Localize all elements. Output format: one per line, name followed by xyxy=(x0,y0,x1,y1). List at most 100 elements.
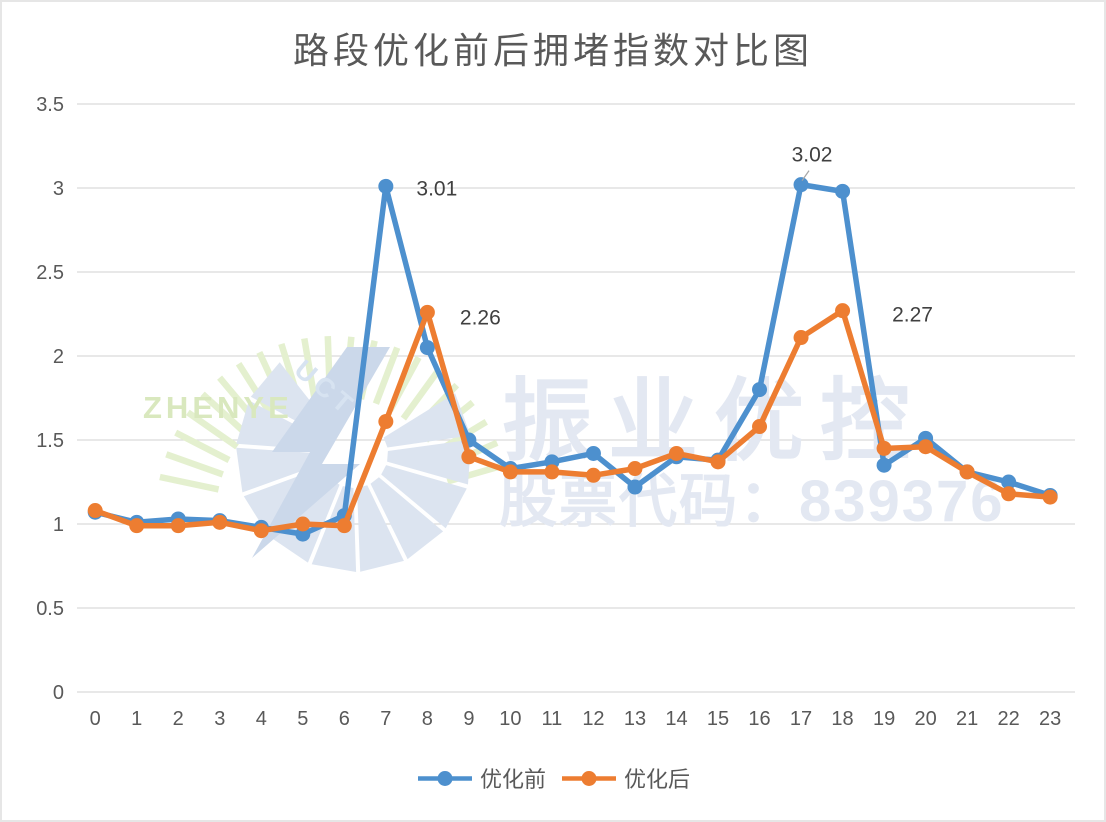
legend-item-after: 优化后 xyxy=(560,762,690,794)
x-tick-label: 22 xyxy=(998,708,1020,730)
x-tick-label: 10 xyxy=(499,708,521,730)
y-tick-label: 2.5 xyxy=(36,262,64,284)
watermark-green-ray xyxy=(174,429,231,463)
data-point xyxy=(627,461,643,477)
data-point xyxy=(959,464,975,480)
x-tick-label: 0 xyxy=(90,708,101,730)
data-point xyxy=(295,516,311,532)
data-point xyxy=(419,304,435,320)
data-point xyxy=(544,464,560,480)
data-point xyxy=(793,330,809,346)
x-tick-label: 11 xyxy=(542,708,563,730)
data-point xyxy=(752,419,768,435)
legend-label-before: 优化前 xyxy=(479,767,546,792)
x-tick-label: 17 xyxy=(790,708,812,730)
data-label: 3.01 xyxy=(416,177,457,200)
data-point xyxy=(129,518,145,534)
x-tick-label: 4 xyxy=(256,708,267,730)
watermark-green-ray xyxy=(165,451,224,478)
watermark-green-ray xyxy=(235,361,274,417)
data-point xyxy=(419,340,435,356)
x-tick-label: 20 xyxy=(914,708,936,730)
x-tick-label: 6 xyxy=(339,708,350,730)
data-point xyxy=(793,177,809,193)
watermark-green-ray xyxy=(301,337,318,399)
data-point xyxy=(212,514,228,530)
x-tick-label: 21 xyxy=(956,708,978,730)
data-point xyxy=(918,439,934,455)
x-tick-label: 2 xyxy=(173,708,184,730)
x-tick-label: 5 xyxy=(297,708,308,730)
x-tick-label: 3 xyxy=(214,708,225,730)
watermark-lightning-bolt xyxy=(252,347,390,558)
x-tick-label: 12 xyxy=(582,708,604,730)
watermark-green-ray xyxy=(185,409,239,450)
y-tick-label: 3 xyxy=(53,178,64,200)
data-point xyxy=(585,467,601,483)
data-label: 3.02 xyxy=(792,144,833,167)
x-tick-label: 7 xyxy=(380,708,391,730)
watermark-green-ray xyxy=(372,346,401,405)
data-label: 2.27 xyxy=(892,304,933,327)
watermark-stock-code: 股票代码：839376 xyxy=(499,469,1005,534)
x-tick-label: 14 xyxy=(665,708,687,730)
label-leader-line xyxy=(801,170,810,181)
x-tick-label: 8 xyxy=(422,708,433,730)
watermark-fan-blade xyxy=(357,485,404,572)
watermark-fan-blade xyxy=(387,439,472,485)
y-tick-label: 1 xyxy=(53,514,64,536)
data-point xyxy=(876,440,892,456)
data-point xyxy=(627,479,643,495)
legend: 优化前 优化后 xyxy=(2,762,1104,794)
x-tick-label: 1 xyxy=(131,708,142,730)
x-tick-label: 15 xyxy=(707,708,729,730)
data-point xyxy=(835,183,851,199)
data-point xyxy=(378,414,394,430)
data-point xyxy=(170,518,186,534)
watermark-zhenye-text: ZHENYE xyxy=(143,390,293,425)
legend-item-before: 优化前 xyxy=(416,762,546,794)
data-point xyxy=(336,518,352,534)
data-point xyxy=(378,178,394,194)
legend-marker-before-icon xyxy=(417,770,472,786)
data-point xyxy=(1001,474,1017,490)
x-tick-label: 13 xyxy=(624,708,646,730)
x-tick-label: 23 xyxy=(1039,708,1061,730)
x-tick-label: 18 xyxy=(831,708,853,730)
data-point xyxy=(253,523,269,539)
data-point xyxy=(461,449,477,465)
y-tick-label: 3.5 xyxy=(36,94,64,116)
watermark-green-ray xyxy=(159,473,220,493)
x-tick-label: 19 xyxy=(873,708,895,730)
data-point xyxy=(1001,486,1017,502)
data-point xyxy=(585,445,601,461)
data-point xyxy=(710,454,726,470)
watermark-fan-blade xyxy=(236,447,322,493)
watermark-fan-blade xyxy=(381,465,467,529)
x-tick-label: 9 xyxy=(463,708,474,730)
data-point xyxy=(502,464,518,480)
y-tick-label: 0.5 xyxy=(36,598,64,620)
data-point xyxy=(752,382,768,398)
data-label: 2.26 xyxy=(460,306,501,329)
data-point xyxy=(87,503,103,519)
legend-marker-after-icon xyxy=(562,770,616,786)
x-tick-label: 16 xyxy=(748,708,770,730)
data-point xyxy=(668,445,684,461)
series-line-0 xyxy=(92,181,1053,537)
watermark-green-ray xyxy=(400,368,442,421)
watermark-fan-blade xyxy=(383,393,471,448)
watermark-green-ray xyxy=(200,391,250,437)
data-point xyxy=(876,457,892,473)
data-point xyxy=(1042,489,1058,505)
chart-title: 路段优化前后拥堵指数对比图 xyxy=(292,30,813,71)
data-point xyxy=(835,303,851,319)
y-tick-label: 0 xyxy=(53,682,64,704)
y-tick-label: 1.5 xyxy=(36,430,64,452)
legend-label-after: 优化后 xyxy=(624,767,691,792)
series-line-1 xyxy=(92,307,1053,534)
y-tick-label: 2 xyxy=(53,346,64,368)
